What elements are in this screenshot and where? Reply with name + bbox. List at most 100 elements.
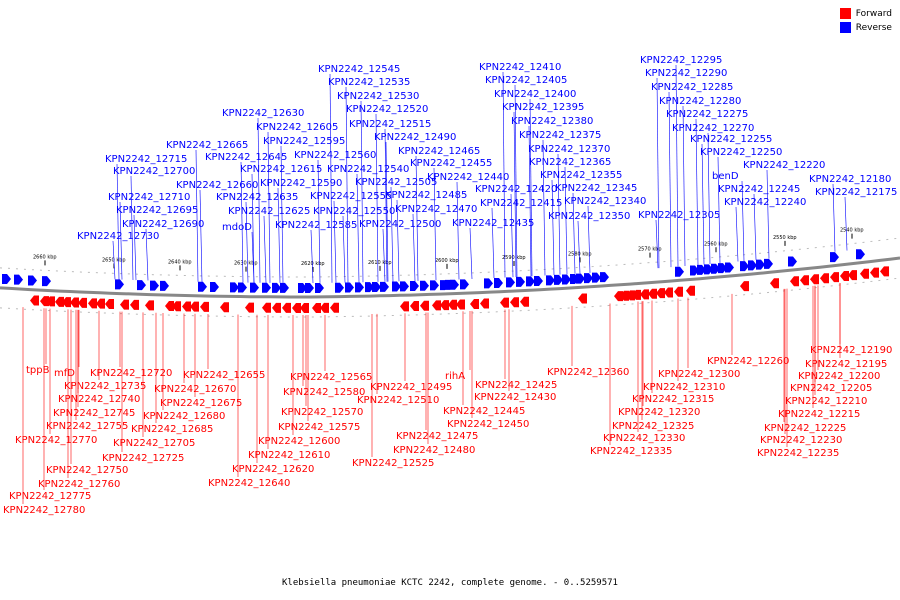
reverse-gene-label: KPN2242_12590 (260, 178, 342, 189)
reverse-gene-label: KPN2242_12435 (452, 218, 534, 229)
forward-gene (470, 298, 479, 309)
reverse-leader-line (741, 180, 745, 261)
reverse-gene-label: KPN2242_12540 (327, 164, 409, 175)
forward-gene-label: mfD (54, 368, 75, 379)
reverse-swatch (839, 22, 851, 33)
legend-reverse-label: Reverse (855, 22, 892, 33)
forward-gene-label: KPN2242_12330 (603, 433, 685, 444)
reverse-leader-line (656, 77, 660, 269)
forward-gene (182, 301, 191, 312)
reverse-leader-line (587, 205, 591, 273)
forward-gene-label: KPN2242_12230 (760, 435, 842, 446)
scale-tick-label: 2630 kbp (234, 261, 258, 267)
reverse-gene (262, 282, 271, 293)
reverse-gene (160, 280, 169, 291)
reverse-gene (298, 282, 307, 293)
reverse-gene (238, 282, 247, 293)
reverse-leader-line (502, 71, 506, 278)
reverse-leader-line (668, 91, 672, 268)
reverse-gene (788, 256, 797, 267)
forward-gene-label: KPN2242_12430 (474, 392, 556, 403)
reverse-gene-label: KPN2242_12340 (564, 196, 646, 207)
reverse-leader-line (415, 155, 419, 281)
scale-tick-label: 2620 kbp (301, 261, 325, 267)
reverse-gene-label: KPN2242_12505 (355, 177, 437, 188)
reverse-gene (748, 260, 757, 271)
reverse-gene (365, 282, 374, 293)
reverse-gene (718, 263, 727, 274)
reverse-gene-label: KPN2242_12630 (222, 108, 304, 119)
reverse-gene-label: KPN2242_12470 (395, 204, 477, 215)
reverse-gene (305, 282, 314, 293)
reverse-leader-line (130, 175, 134, 280)
reverse-gene (526, 276, 535, 287)
forward-gene-label: KPN2242_12225 (764, 423, 846, 434)
forward-gene (165, 301, 174, 312)
reverse-gene (137, 280, 146, 291)
forward-gene (78, 297, 87, 308)
reverse-leader-line (251, 173, 255, 283)
reverse-gene (690, 265, 699, 276)
reverse-leader-line (528, 125, 532, 277)
reverse-gene-label: KPN2242_12405 (485, 75, 567, 86)
forward-gene (190, 301, 199, 312)
reverse-leader-line (735, 206, 739, 262)
reverse-gene-label: KPN2242_12305 (638, 210, 720, 221)
forward-gene (640, 289, 649, 300)
forward-gene (320, 302, 329, 313)
reverse-gene (484, 278, 493, 289)
reverse-leader-line (412, 213, 416, 281)
reverse-leader-line (195, 149, 199, 282)
forward-gene (245, 302, 254, 313)
forward-gene-label: KPN2242_12720 (90, 368, 172, 379)
reverse-gene (380, 281, 389, 292)
forward-gene-label: KPN2242_12610 (248, 450, 330, 461)
reverse-leader-line (557, 153, 561, 275)
reverse-gene (430, 280, 439, 291)
forward-gene (40, 296, 49, 307)
forward-gene (520, 296, 529, 307)
reverse-gene-label: KPN2242_12730 (77, 231, 159, 242)
reverse-leader-line (832, 183, 836, 252)
forward-gene (292, 302, 301, 313)
forward-gene-label: KPN2242_12235 (757, 448, 839, 459)
reverse-gene (756, 259, 765, 270)
forward-gene (120, 299, 129, 310)
forward-gene (614, 291, 623, 302)
reverse-gene-label: KPN2242_12255 (690, 134, 772, 145)
reverse-gene (230, 282, 239, 293)
forward-gene-label: KPN2242_12335 (590, 446, 672, 457)
reverse-gene-label: KPN2242_12355 (540, 170, 622, 181)
reverse-gene (410, 281, 419, 292)
reverse-gene-label: KPN2242_12365 (529, 157, 611, 168)
forward-gene-label: KPN2242_12320 (618, 407, 700, 418)
reverse-gene-label: KPN2242_12715 (105, 154, 187, 165)
forward-gene (626, 290, 635, 301)
forward-gene-label: rihA (445, 371, 465, 382)
reverse-gene (392, 281, 401, 292)
reverse-gene-labels: KPN2242_12545 KPN2242_12535 KPN2242_12530 K… (77, 55, 897, 284)
reverse-gene-label: KPN2242_12280 (659, 96, 741, 107)
reverse-gene (506, 277, 515, 288)
reverse-gene-label: KPN2242_12555 (310, 191, 392, 202)
forward-gene (480, 298, 489, 309)
reverse-gene-label: KPN2242_12550 (313, 206, 395, 217)
reverse-leader-line (333, 200, 337, 283)
reverse-gene (830, 252, 839, 263)
forward-gene-label: KPN2242_12215 (778, 409, 860, 420)
reverse-gene-label: KPN2242_12220 (743, 160, 825, 171)
forward-gene-label: KPN2242_12735 (64, 381, 146, 392)
reverse-gene-label: KPN2242_12295 (640, 55, 722, 66)
reverse-gene (250, 282, 259, 293)
reverse-genes (2, 249, 865, 293)
forward-gene-label: KPN2242_12680 (143, 411, 225, 422)
reverse-gene-label: KPN2242_12690 (122, 219, 204, 230)
reverse-gene-label: KPN2242_12380 (511, 116, 593, 127)
forward-gene (860, 268, 869, 279)
reverse-leader-line (564, 166, 568, 275)
forward-gene-label: KPN2242_12640 (208, 478, 290, 489)
reverse-gene-label: KPN2242_12395 (502, 102, 584, 113)
forward-gene (848, 270, 857, 281)
reverse-leader-line (280, 145, 284, 283)
forward-gene-label: KPN2242_12310 (643, 382, 725, 393)
